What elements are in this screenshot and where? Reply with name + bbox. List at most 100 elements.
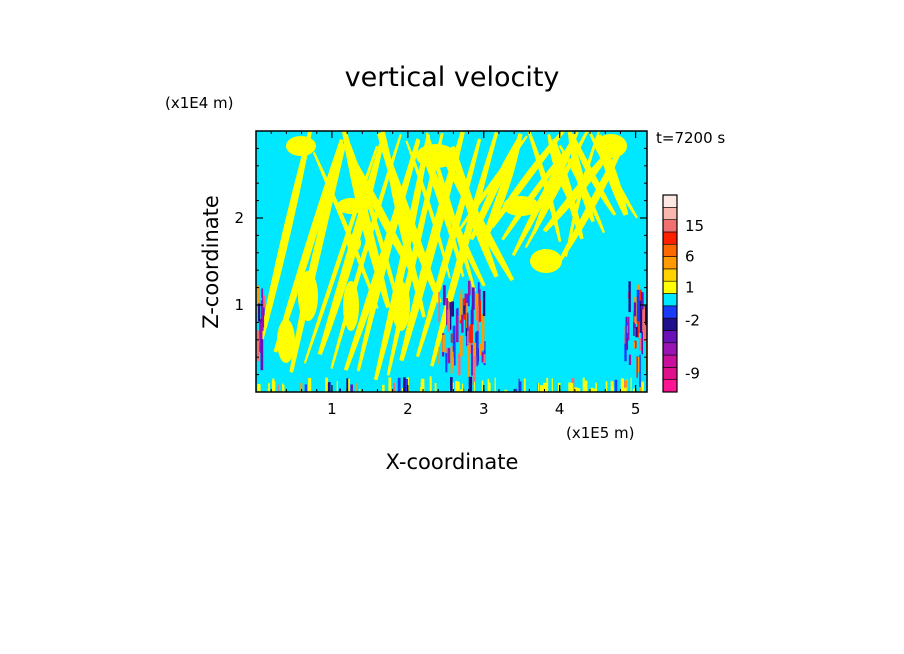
y-unit-label: (x1E4 m) (165, 94, 234, 112)
surface-streak (624, 380, 628, 392)
convective-streak (481, 320, 485, 351)
surface-streak (584, 380, 588, 392)
convective-streak (446, 298, 448, 326)
surface-streak (272, 378, 275, 392)
surface-streak (450, 377, 453, 392)
surface-streak (481, 380, 484, 392)
updraft-band (469, 140, 519, 241)
colorbar-tick-label: -9 (685, 365, 700, 383)
y-axis-label: Z-coordinate (199, 195, 223, 329)
velocity-field (256, 131, 647, 392)
y-tick-label: 2 (234, 209, 244, 227)
convective-streak (466, 293, 470, 307)
convective-streak (627, 316, 630, 341)
plot-area (256, 131, 647, 392)
updraft-cell (530, 249, 562, 273)
surface-streak (584, 380, 586, 392)
convective-streak (624, 333, 627, 362)
convective-streak (260, 300, 264, 331)
colorbar-frame (662, 194, 678, 393)
surface-streak (257, 383, 261, 392)
convective-streak (467, 325, 469, 345)
surface-streak (487, 378, 490, 392)
convective-streak (469, 324, 473, 344)
updraft-band (479, 133, 523, 246)
colorbar-segment (662, 207, 678, 220)
surface-streak (523, 378, 526, 392)
updraft-cell (337, 198, 365, 214)
x-unit-label: (x1E5 m) (566, 424, 635, 442)
updraft-cell (503, 196, 539, 216)
convective-streak (635, 326, 638, 338)
convective-streak (445, 353, 448, 373)
x-axis: 1 2 3 4 5 (270, 131, 640, 418)
colorbar-segment (662, 243, 678, 257)
surface-streak (325, 377, 329, 392)
colorbar-segment (662, 293, 678, 307)
convective-streak (463, 305, 466, 315)
updraft-band (527, 131, 562, 243)
convective-streak (471, 306, 474, 325)
convective-streak (447, 347, 451, 364)
surface-streak (582, 377, 585, 392)
updraft-band (348, 152, 419, 280)
convective-streak (471, 344, 473, 376)
surface-streak (388, 377, 392, 392)
convective-streak (642, 306, 645, 332)
convective-streak (636, 356, 638, 378)
updraft-band (552, 138, 584, 240)
surface-streak (455, 381, 458, 392)
surface-streak (336, 381, 338, 392)
convective-streak (474, 356, 477, 366)
convective-streak (641, 328, 644, 355)
colorbar-segment (662, 354, 678, 368)
surface-streak (537, 383, 540, 392)
surface-streak (277, 384, 279, 392)
surface-streak (540, 385, 544, 392)
colorbar-tick-label: -2 (685, 312, 700, 330)
convective-streak (479, 343, 483, 356)
surface-streak (300, 382, 303, 392)
convective-streak (457, 353, 461, 376)
x-tick-label: 3 (479, 400, 489, 418)
convective-streak (452, 325, 456, 358)
updraft-band (273, 139, 344, 353)
surface-streak (504, 389, 507, 392)
updraft-cell (277, 319, 295, 363)
convective-streak (625, 316, 628, 327)
convective-streak (447, 309, 450, 332)
surface-streak (268, 383, 270, 392)
convective-streak (641, 292, 644, 310)
colorbar-segment (662, 305, 678, 319)
time-label: t=7200 s (656, 129, 725, 147)
surface-streak (546, 377, 549, 392)
surface-streak (463, 388, 465, 392)
surface-streak (457, 381, 460, 392)
convective-streak (450, 346, 453, 374)
surface-streak (568, 382, 572, 392)
colorbar-tick-label: 15 (685, 217, 704, 235)
convective-streak (634, 340, 637, 349)
updraft-band (312, 151, 379, 309)
updraft-cell (416, 144, 456, 168)
surface-streak (282, 383, 284, 392)
surface-streak (338, 388, 342, 392)
x-tick-label: 1 (327, 400, 337, 418)
surface-streak (282, 384, 285, 392)
updraft-band (542, 147, 613, 233)
convective-streak (479, 300, 482, 322)
colorbar-segment (662, 194, 678, 208)
updraft-band (377, 132, 442, 304)
colorbar-segment (662, 280, 678, 294)
convective-streak (461, 314, 464, 333)
surface-streak (460, 389, 463, 392)
convective-streak (636, 284, 640, 291)
surface-streak (382, 384, 385, 392)
updraft-band (421, 146, 486, 287)
convective-streak (449, 302, 452, 330)
surface-streak (359, 388, 361, 392)
surface-streak (610, 381, 614, 392)
surface-streak (403, 377, 406, 392)
surface-streak (576, 387, 581, 392)
